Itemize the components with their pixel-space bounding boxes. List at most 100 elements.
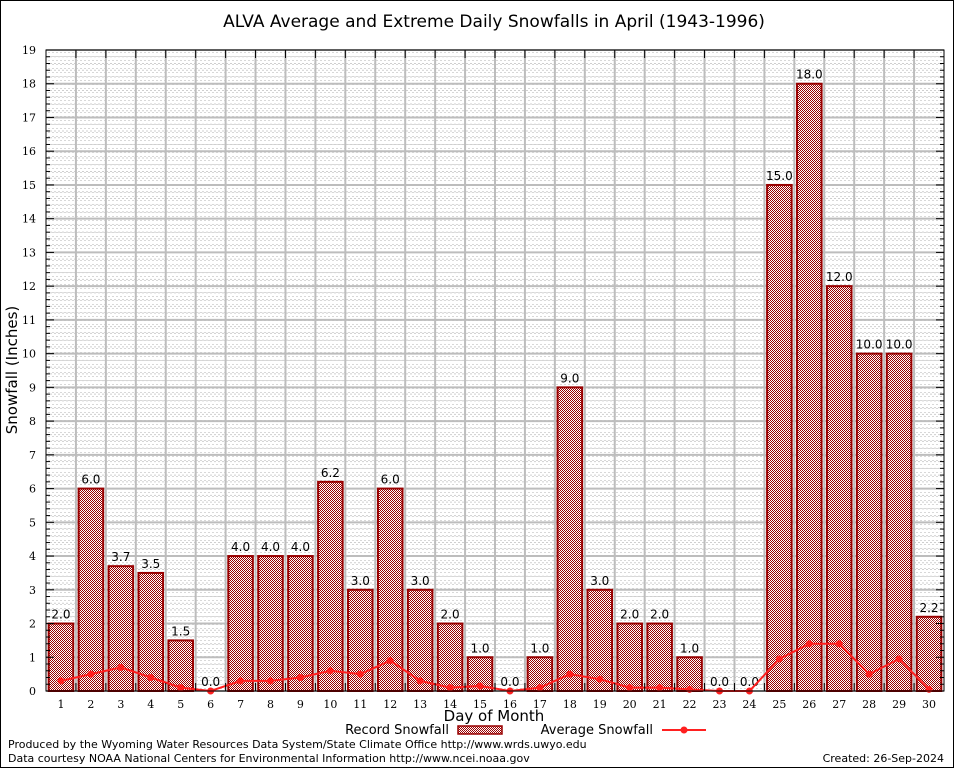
bar-labels-group: 2.0 6.0 3.7 3.5 1.5 0.0 4.0 4.0 4.0 6.2 3.0 6.0 3.0 2… (51, 68, 938, 689)
y-tick-label: 9 (29, 381, 36, 394)
y-axis-label: Snowfall (Inches) (3, 306, 21, 434)
bar-label-day-22: 1.0 (680, 641, 699, 655)
average-point-day-30 (925, 685, 933, 693)
bar-label-day-29: 10.0 (886, 338, 913, 352)
bar-day-28 (855, 352, 883, 692)
legend-record-label: Record Snowfall (345, 723, 449, 738)
x-tick-label: 15 (473, 698, 487, 711)
y-tick-label: 6 (29, 483, 36, 496)
bar-label-day-28: 10.0 (856, 338, 883, 352)
bar-day-7 (227, 555, 254, 692)
y-tick-label: 15 (22, 179, 36, 192)
x-tick-label: 12 (383, 698, 397, 711)
bar-day-5 (167, 639, 194, 692)
y-tick-label: 7 (29, 449, 36, 462)
bar-label-day-6: 0.0 (201, 675, 220, 689)
y-tick-label: 5 (29, 516, 36, 529)
x-tick-label: 8 (267, 698, 274, 711)
x-tick-label: 21 (653, 698, 667, 711)
bar-label-day-8: 4.0 (261, 540, 280, 554)
bar-day-14 (436, 622, 464, 692)
bar-label-day-12: 6.0 (381, 473, 400, 487)
x-tick-label: 9 (297, 698, 304, 711)
bar-label-day-15: 1.0 (470, 641, 489, 655)
average-point-day-28 (865, 670, 873, 678)
x-tick-label: 13 (413, 698, 427, 711)
average-point-day-27 (835, 640, 843, 648)
x-tick-label: 25 (772, 698, 786, 711)
x-tick-label: 23 (713, 698, 727, 711)
average-point-day-5 (177, 684, 185, 692)
bar-label-day-1: 2.0 (51, 608, 70, 622)
x-tick-label: 3 (117, 698, 124, 711)
bar-day-25 (766, 183, 793, 693)
bar-day-2 (77, 487, 105, 692)
y-tick-label: 11 (22, 314, 36, 327)
average-point-day-21 (656, 684, 664, 692)
bar-label-day-13: 3.0 (411, 574, 430, 588)
chart-title: ALVA Average and Extreme Daily Snowfalls… (223, 12, 765, 32)
bar-label-day-5: 1.5 (171, 624, 190, 638)
bar-label-day-7: 4.0 (231, 540, 250, 554)
x-tick-label: 18 (563, 698, 577, 711)
y-tick-label: 4 (29, 550, 36, 563)
average-point-day-4 (147, 674, 155, 682)
x-tick-label: 10 (323, 698, 337, 711)
average-point-day-7 (237, 677, 245, 685)
x-tick-label: 7 (237, 698, 244, 711)
x-tick-label: 22 (683, 698, 697, 711)
bar-day-10 (317, 480, 344, 692)
average-point-day-25 (775, 655, 783, 663)
bar-day-20 (616, 622, 643, 692)
average-point-day-3 (117, 663, 125, 671)
y-tick-label: 18 (22, 78, 36, 91)
y-tick-label: 14 (22, 213, 36, 226)
legend-average-marker (680, 726, 688, 734)
x-tick-label: 2 (87, 698, 94, 711)
average-point-day-20 (626, 684, 634, 692)
average-point-day-13 (416, 677, 424, 685)
bar-day-8 (257, 555, 284, 692)
x-tick-label: 16 (503, 698, 517, 711)
x-tick-label: 4 (147, 698, 154, 711)
average-point-day-14 (446, 684, 454, 692)
bar-label-day-17: 1.0 (530, 641, 549, 655)
bar-day-3 (107, 565, 135, 693)
y-tick-label: 13 (22, 246, 36, 259)
bar-label-day-3: 3.7 (111, 550, 130, 564)
x-tick-label: 14 (443, 698, 457, 711)
bar-day-9 (287, 555, 314, 692)
average-point-day-17 (536, 684, 544, 692)
bar-label-day-10: 6.2 (321, 466, 340, 480)
average-point-day-10 (326, 667, 334, 675)
legend-record-swatch (457, 725, 503, 735)
y-tick-label: 16 (22, 145, 36, 158)
x-tick-label: 26 (802, 698, 816, 711)
x-tick-labels: 1 2 3 4 5 6 7 8 9 10 11 12 13 14 15 16 17 18 19 20 21 22 23 24 2… (57, 698, 936, 711)
bar-day-19 (586, 588, 614, 693)
bar-label-day-4: 3.5 (141, 557, 160, 571)
y-tick-label: 8 (29, 415, 36, 428)
footer-produced-by: Produced by the Wyoming Water Resources … (8, 738, 587, 751)
footer-created: Created: 26-Sep-2024 (823, 752, 944, 765)
footer-data-courtesy: Data courtesy NOAA National Centers for … (8, 752, 530, 765)
bar-day-21 (646, 622, 673, 692)
average-point-day-11 (356, 670, 364, 678)
y-tick-label: 17 (22, 111, 36, 124)
average-point-day-9 (296, 674, 304, 682)
x-tick-label: 24 (742, 698, 756, 711)
average-point-day-19 (596, 675, 604, 683)
x-tick-label: 27 (832, 698, 846, 711)
x-tick-label: 6 (207, 698, 214, 711)
average-point-day-15 (476, 682, 484, 690)
x-tick-label: 29 (892, 698, 906, 711)
y-tick-label: 12 (22, 280, 36, 293)
y-tick-label: 1 (29, 651, 36, 664)
x-tick-label: 28 (862, 698, 876, 711)
x-axis-label: Day of Month (444, 707, 545, 725)
y-tick-label: 10 (22, 348, 36, 361)
legend-average-label: Average Snowfall (541, 723, 653, 738)
bar-label-day-14: 2.0 (441, 608, 460, 622)
average-point-day-18 (566, 670, 574, 678)
